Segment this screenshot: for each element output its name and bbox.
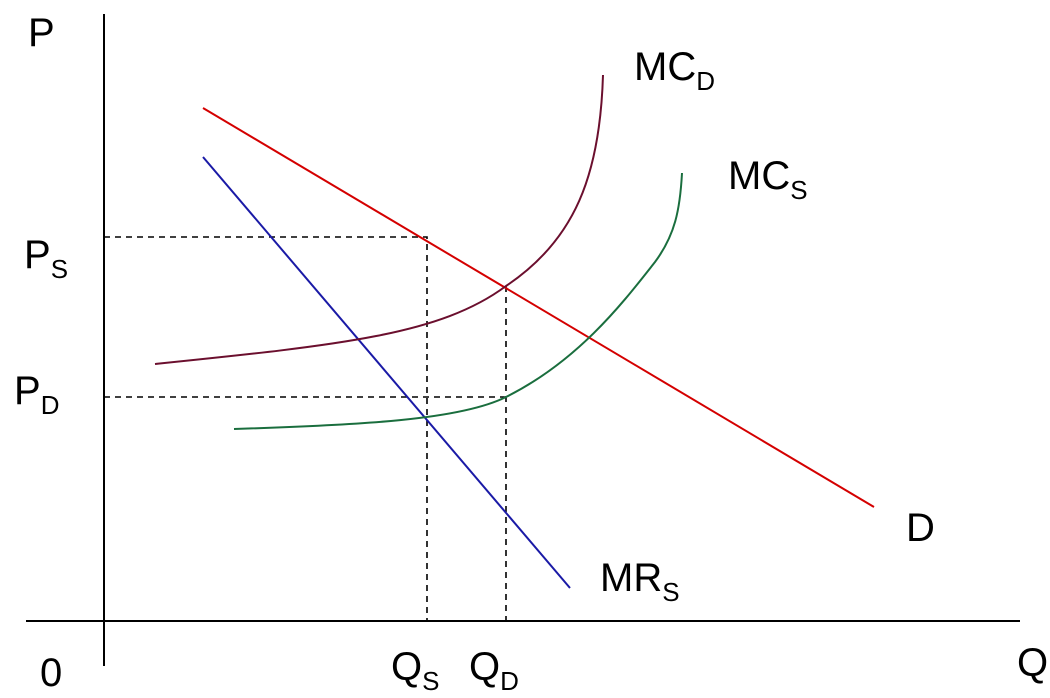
mc-d-curve xyxy=(154,74,604,365)
price-label-ps: PS xyxy=(24,233,68,284)
price-label-ps-main: P xyxy=(24,233,51,277)
demand-label: D xyxy=(906,506,935,550)
mr-s-label: MRS xyxy=(600,556,680,607)
mc-d-label-main: MC xyxy=(634,45,696,89)
mc-s-label-sub: S xyxy=(790,175,807,205)
mc-s-label-main: MC xyxy=(728,154,790,198)
mr-s-label-sub: S xyxy=(662,577,679,607)
quantity-label-qd: QD xyxy=(469,645,519,696)
price-label-pd-sub: D xyxy=(41,390,60,420)
mr-s-label-main: MR xyxy=(600,556,662,600)
quantity-label-qs-sub: S xyxy=(422,666,439,696)
quantity-label-qs: QS xyxy=(391,645,439,696)
quantity-label-qd-main: Q xyxy=(469,645,500,689)
mr-s-curve xyxy=(202,156,571,589)
guide-ps xyxy=(104,236,428,621)
mc-d-label: MCD xyxy=(634,45,715,96)
mc-d-label-sub: D xyxy=(696,66,715,96)
price-axis-label: P xyxy=(28,11,55,55)
price-label-ps-sub: S xyxy=(51,254,68,284)
mc-s-label: MCS xyxy=(728,154,808,205)
quantity-label-qd-sub: D xyxy=(500,666,519,696)
mc-s-curve xyxy=(233,172,683,430)
quantity-label-qs-main: Q xyxy=(391,645,422,689)
quantity-axis-label: Q xyxy=(1017,641,1048,685)
origin-label: 0 xyxy=(40,651,62,695)
demand-curve xyxy=(202,107,875,508)
guide-lines xyxy=(104,236,507,621)
price-label-pd: PD xyxy=(14,369,59,420)
price-label-pd-main: P xyxy=(14,369,41,413)
